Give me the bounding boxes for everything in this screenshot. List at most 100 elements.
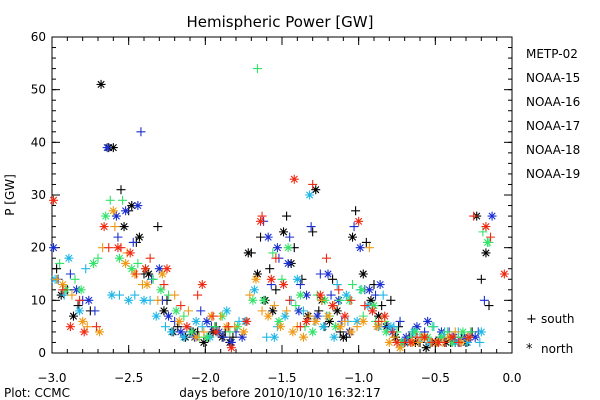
north-point (222, 306, 232, 316)
legend-item: METP-02 (526, 47, 578, 61)
south-point (352, 322, 362, 332)
north-point (338, 332, 348, 342)
south-point (176, 301, 186, 311)
north-point (266, 274, 276, 284)
north-point (433, 337, 443, 347)
north-point (191, 316, 201, 326)
south-point (104, 243, 114, 253)
x-tick-label: −2.0 (191, 371, 220, 385)
north-point (151, 311, 161, 321)
north-point (127, 201, 137, 211)
legend-item: NOAA-18 (526, 143, 580, 157)
north-point (298, 332, 308, 342)
south-point (153, 295, 163, 305)
y-tick-label: 10 (31, 293, 46, 307)
south-point (291, 301, 301, 311)
south-point (486, 232, 496, 242)
south-point (70, 274, 80, 284)
south-point (159, 280, 169, 290)
south-point (245, 290, 255, 300)
north-point (111, 211, 121, 221)
north-point (412, 322, 422, 332)
north-point (308, 327, 318, 337)
south-point (116, 185, 126, 195)
north-point (346, 327, 356, 337)
north-point (119, 222, 129, 232)
south-point (349, 222, 359, 232)
north-point (312, 311, 322, 321)
y-tick-label: 60 (31, 30, 46, 44)
marker-key-label: south (541, 312, 575, 326)
north-point (335, 322, 345, 332)
north-point (305, 190, 315, 200)
series-noaa-18 (52, 206, 473, 353)
north-point (375, 280, 385, 290)
north-point (323, 311, 333, 321)
south-point (110, 222, 120, 232)
south-point (395, 316, 405, 326)
south-point (153, 222, 163, 232)
north-point (102, 143, 112, 153)
north-point (302, 316, 312, 326)
legend-item: NOAA-19 (526, 167, 580, 181)
south-point (475, 337, 485, 347)
north-point (369, 301, 379, 311)
y-tick-label: 50 (31, 83, 46, 97)
south-point (58, 285, 68, 295)
south-point (208, 311, 218, 321)
south-point (364, 243, 374, 253)
north-point (127, 264, 137, 274)
north-point (283, 258, 293, 268)
north-point (144, 269, 154, 279)
y-tick-label: 20 (31, 241, 46, 255)
north-point (481, 222, 491, 232)
south-point (315, 269, 325, 279)
north-point (226, 337, 236, 347)
north-point (72, 285, 82, 295)
south-point (257, 306, 267, 316)
north-point (114, 253, 124, 263)
south-point (197, 322, 207, 332)
y-tick-label: 30 (31, 188, 46, 202)
north-point (340, 311, 350, 321)
north-point (75, 306, 85, 316)
x-tick-label: −1.0 (344, 371, 373, 385)
south-point (216, 311, 226, 321)
south-point (479, 295, 489, 305)
north-point (482, 237, 492, 247)
north-point (95, 327, 105, 337)
south-point (469, 211, 479, 221)
south-point (199, 327, 209, 337)
marker-key: + south * north (526, 312, 575, 357)
south-point (268, 248, 278, 258)
north-point (392, 337, 402, 347)
north-point (311, 185, 321, 195)
north-point (167, 327, 177, 337)
north-point (268, 306, 278, 316)
north-point (410, 327, 420, 337)
south-point (484, 301, 494, 311)
north-point (49, 195, 59, 205)
north-point (211, 327, 221, 337)
south-point (450, 327, 460, 337)
south-point (75, 295, 85, 305)
south-point (285, 232, 295, 242)
north-point (162, 264, 172, 274)
north-point (139, 295, 149, 305)
north-point (464, 332, 474, 342)
x-tick-label: −0.5 (421, 371, 450, 385)
y-tick-label: 40 (31, 135, 46, 149)
marker-key-symbol: + (526, 312, 537, 327)
south-point (223, 322, 233, 332)
north-point (121, 258, 131, 268)
south-point (196, 306, 206, 316)
south-point (351, 206, 361, 216)
south-point (361, 237, 371, 247)
north-point (269, 332, 279, 342)
south-point (52, 264, 62, 274)
north-point (251, 274, 261, 284)
south-point (348, 280, 358, 290)
north-point (197, 280, 207, 290)
north-point (275, 322, 285, 332)
south-point (427, 322, 437, 332)
